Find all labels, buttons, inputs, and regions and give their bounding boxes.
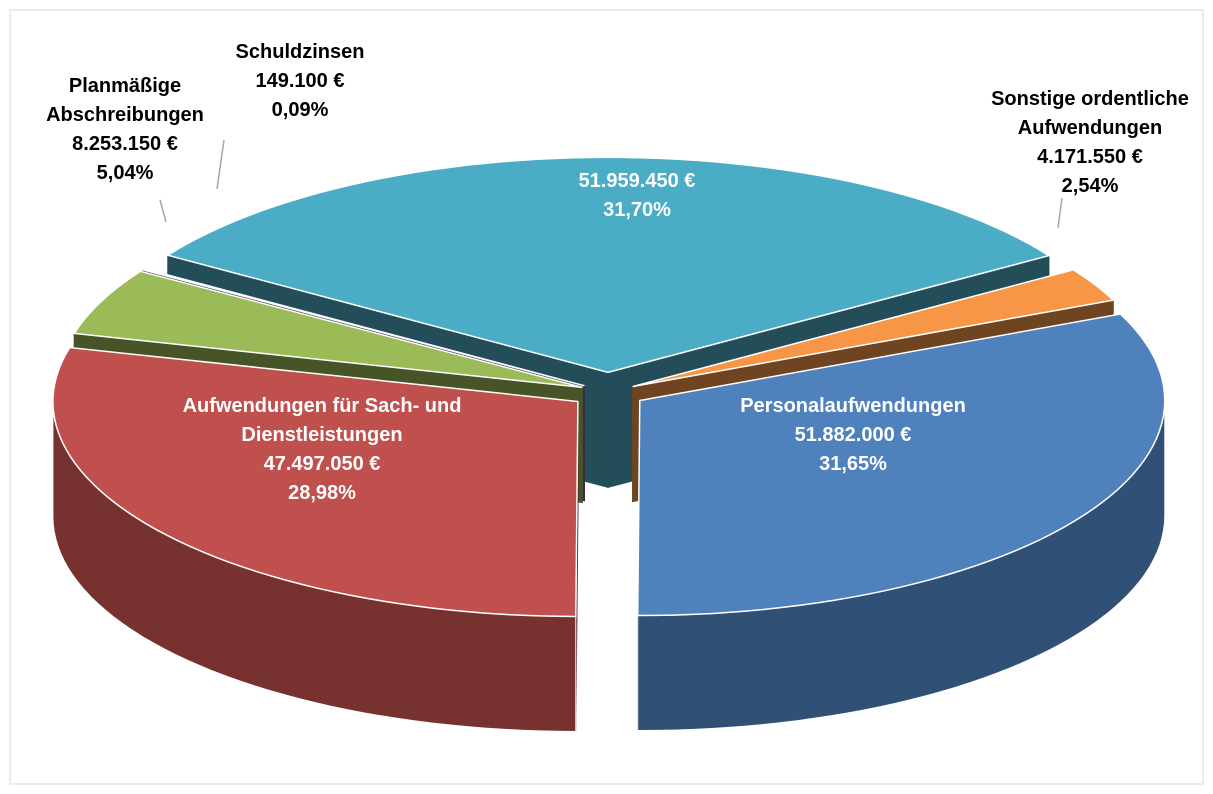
pie xyxy=(52,156,1166,733)
slice xyxy=(52,346,579,618)
label-percent: 5,04% xyxy=(96,162,154,184)
leader-line xyxy=(216,139,225,190)
leader-line xyxy=(1057,197,1063,229)
label-name: Aufwendungen für Sach- und Dienstleistun… xyxy=(182,395,462,446)
label-value: 149.100 € xyxy=(255,70,345,92)
label-name: Planmäßige Abschreibungen xyxy=(46,75,204,126)
label-percent: 28,98% xyxy=(288,482,356,504)
label-percent: 0,09% xyxy=(271,99,329,121)
data-label: Schuldzinsen 149.100 € 0,09% xyxy=(200,38,400,125)
label-value: 4.171.550 € xyxy=(1037,146,1143,168)
label-percent: 2,54% xyxy=(1061,175,1119,197)
slice xyxy=(165,156,1051,374)
slice xyxy=(140,267,585,387)
slice xyxy=(72,270,583,389)
label-name: Personalaufwendungen xyxy=(740,395,966,417)
label-value: 51.959.450 € xyxy=(578,170,696,192)
label-name: Sonstige ordentliche Aufwendungen xyxy=(991,88,1189,139)
label-name: Transferaufwendungen xyxy=(526,141,748,163)
data-label: Sonstige ordentliche Aufwendungen 4.171.5… xyxy=(965,85,1213,201)
label-percent: 31,70% xyxy=(603,199,671,221)
label-value: 8.253.150 € xyxy=(72,133,178,155)
leader-line xyxy=(159,199,167,223)
slice xyxy=(636,313,1166,617)
label-name: Schuldzinsen xyxy=(235,41,365,63)
data-label: Transferaufwendungen 51.959.450 € 31,70% xyxy=(507,138,767,225)
label-value: 47.497.050 € xyxy=(263,453,381,475)
data-label: Personalaufwendungen 51.882.000 € 31,65% xyxy=(713,392,993,479)
label-value: 51.882.000 € xyxy=(794,424,912,446)
slice xyxy=(632,268,1115,388)
label-percent: 31,65% xyxy=(819,453,887,475)
data-label: Planmäßige Abschreibungen 8.253.150 € 5,04… xyxy=(30,72,220,188)
data-label: Aufwendungen für Sach- und Dienstleistun… xyxy=(172,392,472,508)
